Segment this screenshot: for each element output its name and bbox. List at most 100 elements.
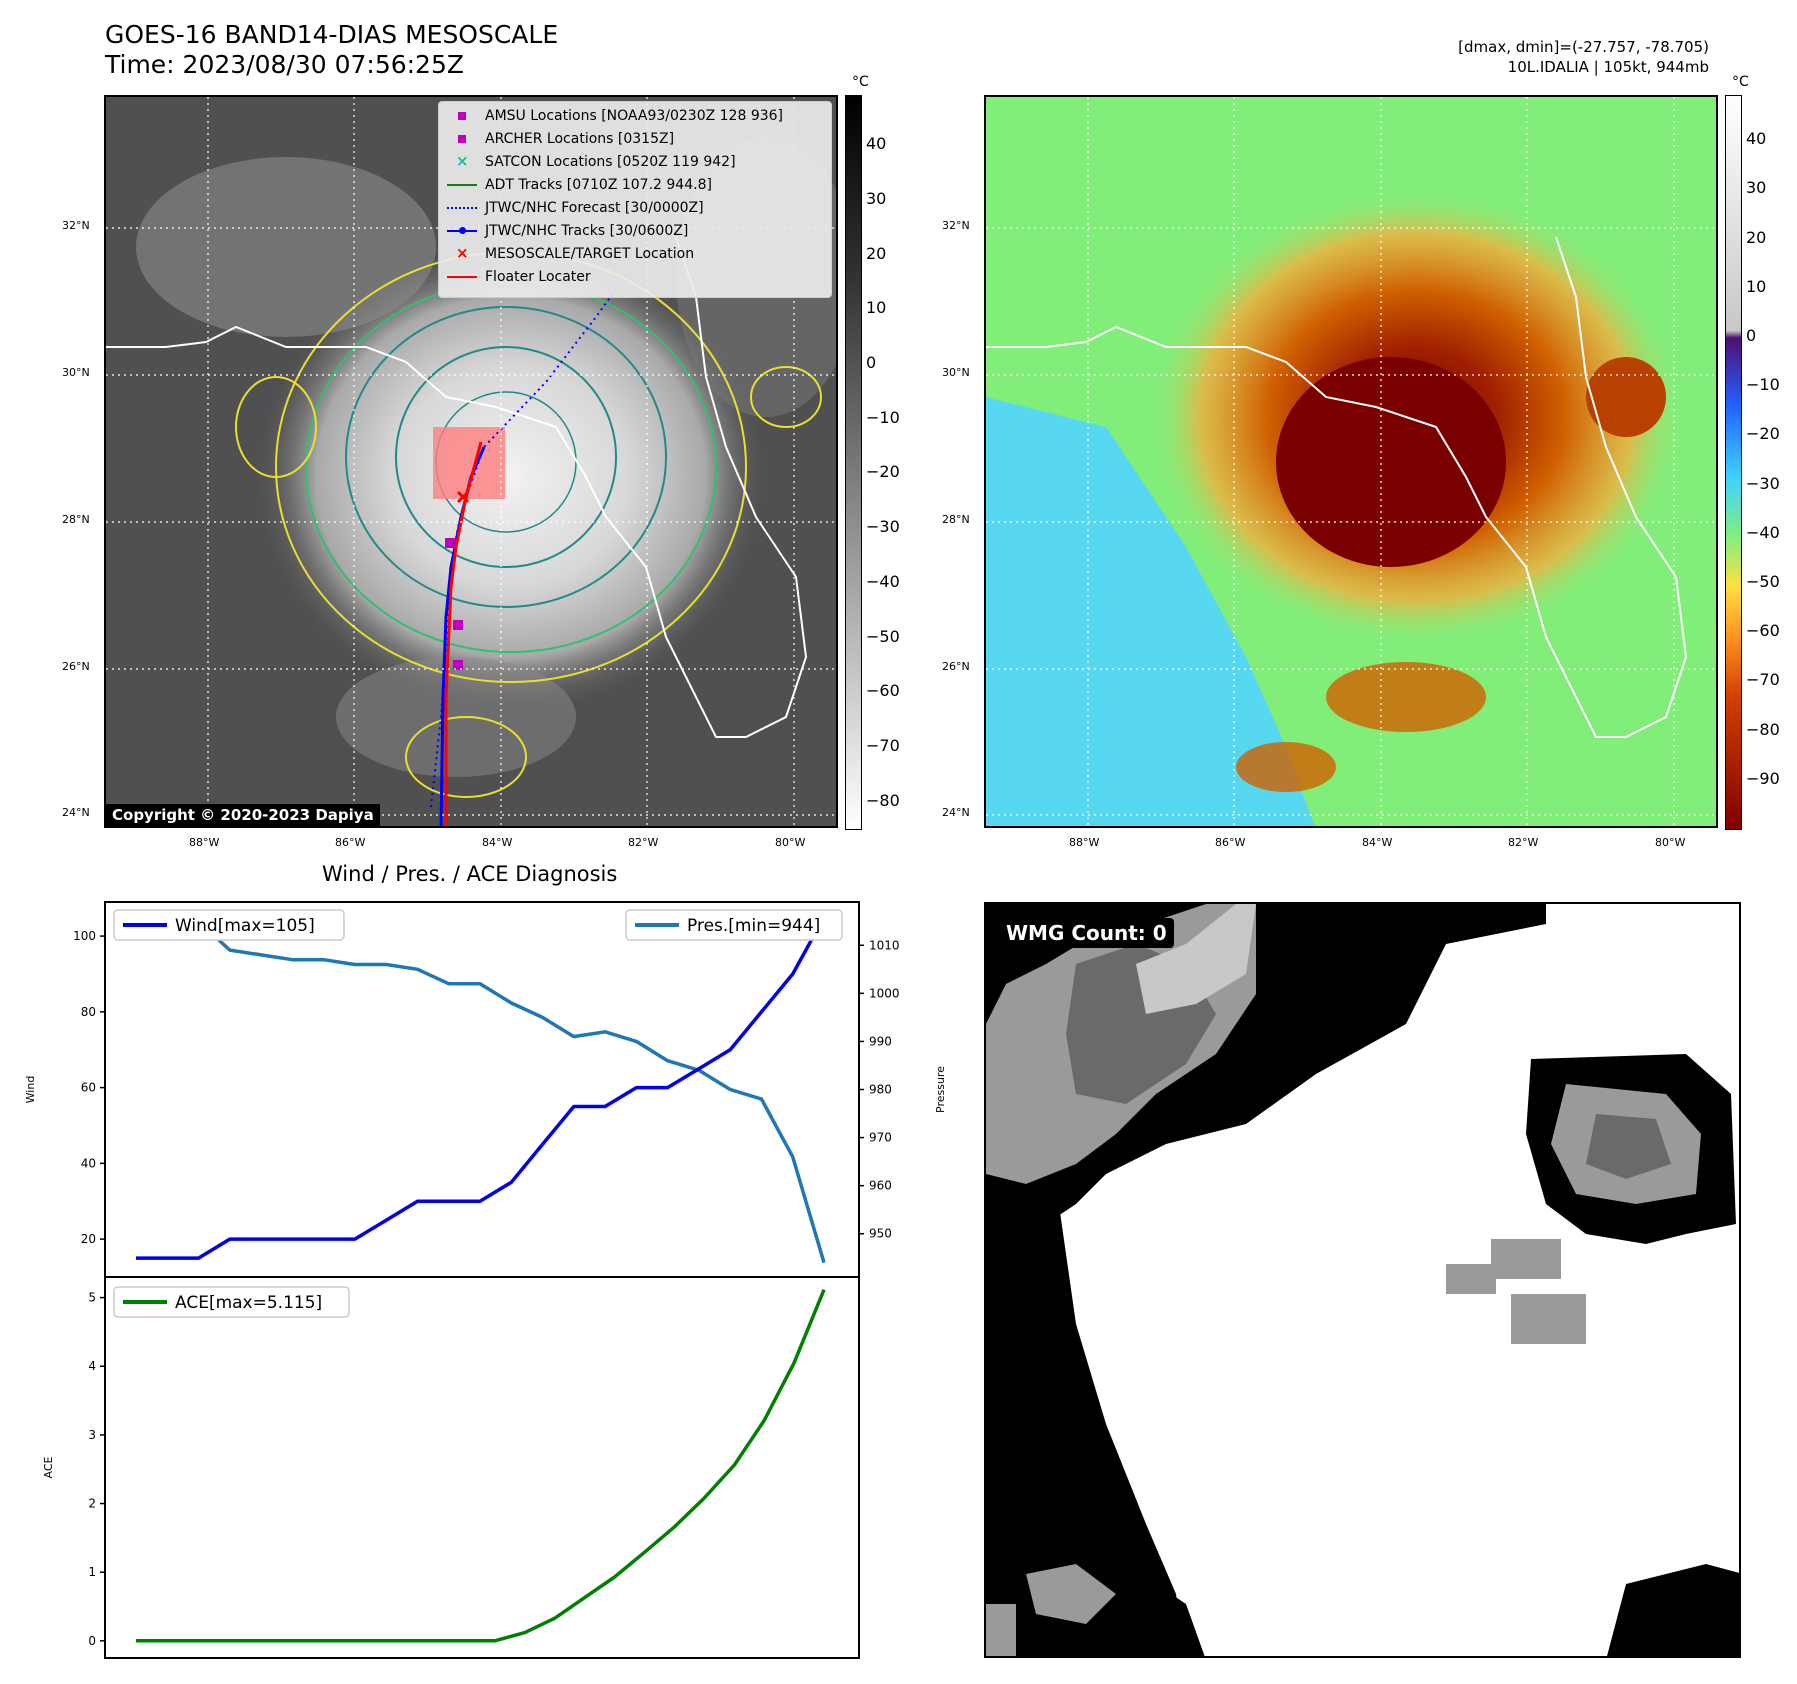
legend-swatch-icon [447,178,477,192]
lon-label: 84°W [1362,836,1393,849]
wmg-map-svg [986,904,1739,1656]
lat-label: 32°N [942,219,970,232]
color-colorbar-tick: −80 [1746,719,1780,739]
wind-legend-label: Wind[max=105] [175,916,315,936]
wind-legend [113,909,345,941]
chart-time: Time: 2023/08/30 07:56:25Z [105,50,464,79]
legend-swatch-icon [447,132,477,146]
storm-cloud-shield [251,237,771,717]
archer-marker [453,620,463,630]
color-colorbar-tick: −60 [1746,621,1780,641]
contour-teal [345,306,667,608]
legend-item: × MESOSCALE/TARGET Location [447,244,695,266]
color-ir-map-panel [984,95,1718,828]
wmg-panel: WMG Count: 0 [984,902,1741,1658]
pressure-tick-label: 970 [869,1131,892,1145]
wind-axis-label: Wind [24,1076,37,1104]
legend-item: AMSU Locations [NOAA93/0230Z 128 936] [447,108,783,128]
gray-colorbar-tick: −80 [866,790,900,810]
gray-colorbar-tick: −20 [866,462,900,482]
lon-label: 80°W [1655,836,1686,849]
color-colorbar-unit: °C [1732,74,1749,90]
legend-label: ARCHER Locations [0315Z] [485,131,675,147]
map-legend: AMSU Locations [NOAA93/0230Z 128 936] ARC… [438,101,832,298]
lat-label: 32°N [62,219,90,232]
color-colorbar-tick: −90 [1746,768,1780,788]
legend-item: JTWC/NHC Forecast [30/0000Z] [447,200,704,220]
wind-tick-label: 60 [81,1081,96,1095]
wmg-count-label: WMG Count: 0 [999,918,1174,948]
pressure-legend-label: Pres.[min=944] [687,916,820,936]
pressure-tick-label: 990 [869,1034,892,1048]
storm-core-color [1276,357,1506,567]
lat-label: 26°N [942,660,970,673]
wind-series-line [136,916,826,1260]
legend-swatch-icon [447,201,477,215]
gray-colorbar-tick: −50 [866,626,900,646]
pressure-legend [625,909,843,941]
lat-label: 24°N [62,806,90,819]
ace-tick-label: 3 [88,1428,96,1442]
wind-axes-frame [104,901,860,1278]
color-ir-map-svg [986,97,1716,826]
dmax-dmin-info: [dmax, dmin]=(-27.757, -78.705) [1458,38,1709,56]
legend-item: JTWC/NHC Tracks [30/0600Z] [447,223,688,243]
coastline [106,236,808,738]
color-colorbar-tick: 0 [1746,326,1757,346]
legend-item: ARCHER Locations [0315Z] [447,131,674,151]
wind-tick-label: 100 [73,929,96,943]
pressure-tick-label: 1010 [869,938,900,952]
amsu-marker [445,538,455,548]
legend-item: ADT Tracks [0710Z 107.2 944.8] [447,177,712,197]
gray-colorbar-tick: 30 [866,188,887,208]
wind-tick-label: 40 [81,1156,96,1170]
legend-label: AMSU Locations [NOAA93/0230Z 128 936] [485,108,784,124]
gray-colorbar-tick: 40 [866,134,887,154]
lon-label: 88°W [1069,836,1100,849]
pressure-tick-label: 950 [869,1227,892,1241]
legend-label: MESOSCALE/TARGET Location [485,246,695,262]
gray-colorbar-tick: −40 [866,571,900,591]
gray-colorbar-tick: 10 [866,298,887,318]
diagnosis-chart: 20 40 60 80 100 950 960 970 980 990 1000 1010 0 1 2 3 4 5… [24,901,947,1659]
color-colorbar-tick: 30 [1746,178,1767,198]
lat-label: 24°N [942,806,970,819]
gray-colorbar [845,95,862,830]
legend-swatch-icon: × [456,244,469,262]
pressure-tick-label: 1000 [869,986,900,1000]
wind-tick-label: 20 [81,1232,96,1246]
gray-colorbar-tick: −60 [866,681,900,701]
legend-swatch-icon: × [456,152,469,170]
ace-tick-label: 5 [88,1291,96,1305]
color-colorbar-tick: −70 [1746,670,1780,690]
color-colorbar-tick: −10 [1746,375,1780,395]
color-colorbar-tick: 20 [1746,227,1767,247]
gray-colorbar-unit: °C [852,74,869,90]
legend-label: JTWC/NHC Tracks [30/0600Z] [485,223,689,239]
ace-legend [113,1286,350,1318]
ace-tick-label: 4 [88,1359,96,1373]
gray-colorbar-tick: −30 [866,517,900,537]
map-grid-color [986,97,1716,826]
ace-axes-frame [104,1276,860,1659]
legend-swatch-icon [447,109,477,123]
color-colorbar-tick: −40 [1746,522,1780,542]
lat-label: 30°N [942,366,970,379]
target-x-marker [456,490,470,504]
ace-axis-label: ACE [42,1456,55,1478]
legend-item: Floater Locater [447,269,591,289]
pressure-series-line [136,919,826,1264]
ace-series-line [136,1289,826,1643]
diagnosis-title: Wind / Pres. / ACE Diagnosis [322,862,618,886]
lon-label: 84°W [482,836,513,849]
ace-tick-label: 0 [88,1634,96,1648]
lat-label: 30°N [62,366,90,379]
ace-tick-label: 1 [88,1565,96,1579]
legend-label: ADT Tracks [0710Z 107.2 944.8] [485,177,712,193]
coastline-color [986,236,1688,738]
floater-track [444,441,483,826]
color-colorbar-tick: −20 [1746,424,1780,444]
color-colorbar-tick: 40 [1746,129,1767,149]
lon-label: 82°W [628,836,659,849]
wind-tick-label: 80 [81,1005,96,1019]
